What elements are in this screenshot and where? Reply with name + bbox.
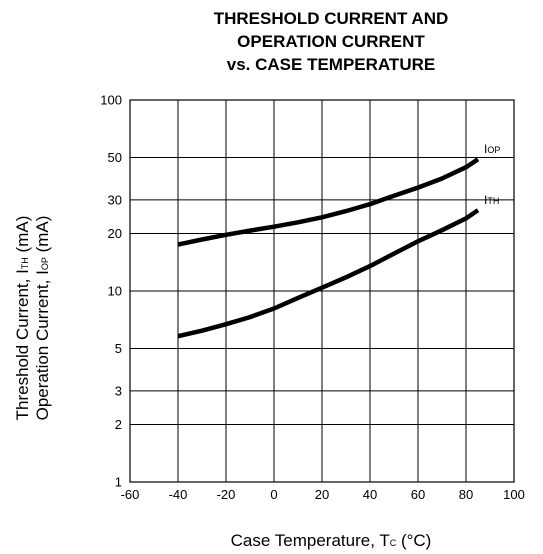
- chart-title-line-2: OPERATION CURRENT: [237, 32, 425, 51]
- y-tick-label: 20: [108, 226, 122, 241]
- y-tick-label: 10: [108, 284, 122, 299]
- y-axis-label-line-2: Operation Current, IOP (mA): [33, 216, 52, 421]
- x-tick-label: 0: [270, 487, 277, 502]
- y-tick-label: 2: [115, 417, 122, 432]
- plot-lines: [177, 157, 480, 339]
- series-label-iop: IOP: [484, 142, 500, 156]
- chart-title-line-3: vs. CASE TEMPERATURE: [227, 55, 435, 74]
- y-tick-label: 3: [115, 383, 122, 398]
- x-tick-label: -60: [121, 487, 140, 502]
- x-tick-label: 60: [411, 487, 425, 502]
- x-tick-label: 40: [363, 487, 377, 502]
- series-label-ith: ITH: [484, 193, 499, 207]
- x-tick-label: 20: [315, 487, 329, 502]
- series-line-iop: [177, 157, 480, 247]
- y-tick-label: 100: [100, 93, 122, 108]
- x-tick-label: 80: [459, 487, 473, 502]
- x-tick-label: 100: [503, 487, 525, 502]
- x-axis-label: Case Temperature, TC (°C): [231, 531, 432, 550]
- x-tick-label: -20: [217, 487, 236, 502]
- x-tick-label: -40: [169, 487, 188, 502]
- tick-labels: -60 -40 -20 0 20 40 60 80 100 1 2 3 5 10 20 30 50 100: [100, 93, 525, 503]
- plot-frame: [129, 99, 515, 483]
- grid: [129, 99, 515, 483]
- y-tick-label: 30: [108, 192, 122, 207]
- y-tick-label: 5: [115, 341, 122, 356]
- y-tick-label: 50: [108, 150, 122, 165]
- series-labels: IOP ITH: [484, 142, 500, 207]
- series-line-ith: [177, 208, 480, 339]
- y-tick-label: 1: [115, 475, 122, 490]
- y-axis-label-line-1: Threshold Current, ITH (mA): [13, 216, 32, 421]
- chart-title: THRESHOLD CURRENT AND OPERATION CURRENT …: [214, 9, 449, 74]
- chart-title-line-1: THRESHOLD CURRENT AND: [214, 9, 449, 28]
